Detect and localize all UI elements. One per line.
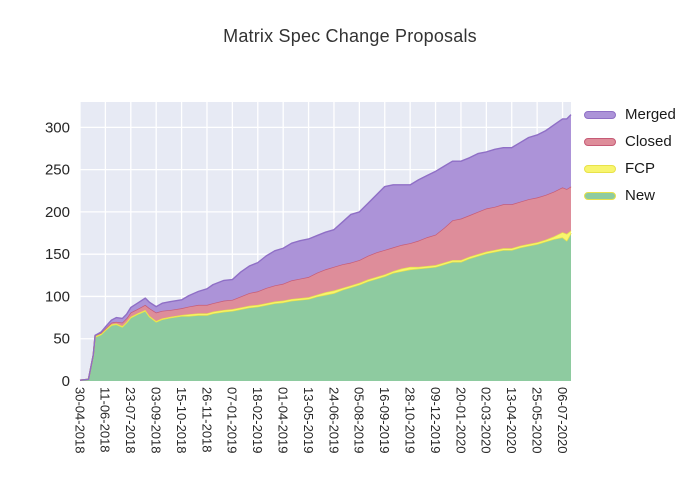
- x-tick-label: 18-02-2019: [250, 387, 265, 454]
- legend-label-fcp: FCP: [625, 160, 655, 177]
- x-tick-label: 13-05-2019: [301, 387, 316, 454]
- legend-item-merged: Merged: [584, 106, 676, 124]
- legend: Merged Closed FCP New: [584, 106, 676, 205]
- x-tick-label: 23-07-2018: [123, 387, 138, 454]
- area-closed: [80, 186, 571, 381]
- x-tick-label: 15-10-2018: [174, 387, 189, 454]
- x-tick-label: 26-11-2018: [199, 387, 214, 453]
- x-tick-label: 11-06-2018: [98, 387, 113, 453]
- legend-label-closed: Closed: [625, 133, 672, 150]
- x-tick-label: 07-01-2019: [225, 387, 240, 454]
- chart-title: Matrix Spec Change Proposals: [223, 26, 477, 46]
- x-tick-label: 16-09-2019: [377, 387, 392, 454]
- legend-item-new: New: [584, 187, 676, 205]
- y-tick-label: 250: [45, 162, 70, 179]
- x-tick-label: 03-09-2018: [149, 387, 164, 454]
- legend-swatch-fcp: [584, 165, 616, 173]
- legend-label-new: New: [625, 187, 656, 204]
- x-tick-label: 25-05-2020: [529, 387, 544, 454]
- x-tick-label: 24-06-2019: [326, 387, 341, 454]
- area-new: [80, 233, 571, 381]
- legend-label-merged: Merged: [625, 106, 676, 123]
- y-tick-label: 300: [45, 119, 70, 136]
- edge-merged: [79, 114, 572, 381]
- y-tick-label: 200: [45, 204, 70, 221]
- legend-item-closed: Closed: [584, 133, 676, 151]
- x-tick-label: 13-04-2020: [504, 387, 519, 454]
- legend-swatch-closed: [584, 138, 616, 146]
- y-tick-label: 0: [62, 373, 70, 390]
- legend-swatch-new: [584, 192, 616, 200]
- y-tick-label: 100: [45, 288, 70, 305]
- x-tick-label: 02-03-2020: [479, 387, 494, 454]
- x-tick-label: 30-04-2018: [72, 387, 87, 454]
- x-tick-label: 06-07-2020: [555, 387, 570, 454]
- x-tick-label: 20-01-2020: [453, 387, 468, 453]
- legend-item-fcp: FCP: [584, 160, 676, 178]
- x-tick-label: 05-08-2019: [352, 387, 367, 454]
- y-tick-label: 150: [45, 246, 70, 263]
- legend-swatch-merged: [584, 111, 616, 119]
- x-tick-label: 01-04-2019: [275, 387, 290, 454]
- area-merged: [80, 114, 571, 381]
- x-tick-label: 09-12-2019: [428, 387, 443, 454]
- x-tick-label: 28-10-2019: [402, 387, 417, 454]
- y-tick-label: 50: [53, 331, 70, 348]
